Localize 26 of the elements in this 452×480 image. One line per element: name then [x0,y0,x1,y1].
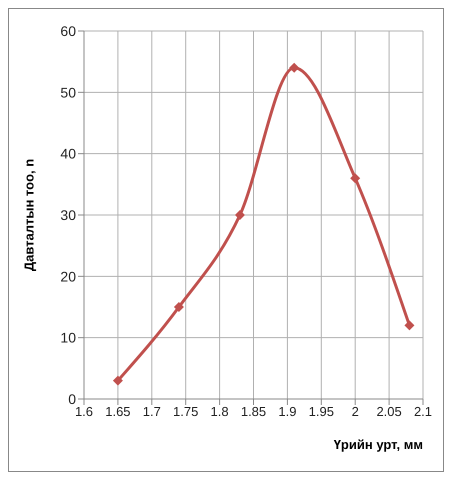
point [174,302,184,312]
x-tick-label: 1.6 [74,404,94,420]
y-tick-label: 50 [60,84,76,100]
x-tick-label: 1.9 [278,404,296,420]
x-tick-label: 2 [352,404,359,420]
y-tick-label: 40 [60,146,76,162]
x-tick-label: 2.05 [376,404,402,420]
y-axis-title: Давталтын тоо, n [22,158,37,272]
x-tick-label: 1.8 [210,404,229,420]
y-tick-label: 10 [60,330,76,346]
point [112,376,123,386]
point [404,320,414,330]
x-tick-label: 1.7 [142,404,161,420]
y-tick-label: 20 [60,268,76,284]
x-tick-label: 2.1 [414,404,432,420]
point [350,173,360,184]
x-tick-label: 1.75 [173,404,198,420]
point [234,210,245,220]
x-tick-label: 1.85 [240,404,266,420]
x-tick-label: 1.95 [308,404,334,420]
x-axis-title: Үрийн урт, мм [334,437,423,452]
x-tick-label: 1.65 [105,404,131,420]
y-tick-label: 0 [68,390,76,407]
y-tick-label: 60 [60,22,76,39]
y-tick-label: 30 [60,206,76,223]
point [289,62,300,73]
